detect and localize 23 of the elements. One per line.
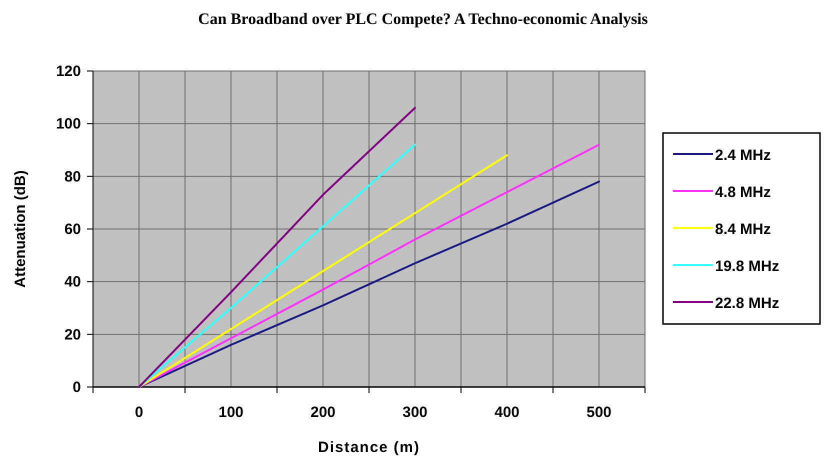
y-tick-label: 80 <box>64 168 81 186</box>
x-tick-label: 300 <box>402 404 428 421</box>
chart-title: Can Broadband over PLC Compete? A Techno-economic Analysis <box>198 11 648 28</box>
x-tick-label: 200 <box>310 404 336 421</box>
x-tick-label: 0 <box>134 404 144 421</box>
line-series <box>138 154 508 388</box>
y-tick-label: 120 <box>56 63 81 80</box>
x-tick-label: 400 <box>494 404 520 421</box>
y-axis-title: Attenuation (dB) <box>12 170 29 288</box>
legend-label: 8.4 MHz <box>715 221 771 238</box>
line-series <box>138 180 600 388</box>
y-tick-label: 40 <box>64 274 81 291</box>
legend-label: 19.8 MHz <box>715 258 780 275</box>
legend-label: 2.4 MHz <box>715 147 771 164</box>
x-tick-label: 100 <box>218 404 244 421</box>
legend-label: 22.8 MHz <box>715 295 780 312</box>
x-tick-label: 500 <box>586 404 612 421</box>
legend-label: 4.8 MHz <box>715 184 771 201</box>
y-tick-label: 100 <box>56 116 81 133</box>
y-tick-label: 0 <box>72 379 81 396</box>
y-tick-label: 20 <box>64 326 81 344</box>
x-axis-title: Distance (m) <box>318 439 420 456</box>
y-tick-label: 60 <box>64 221 81 238</box>
